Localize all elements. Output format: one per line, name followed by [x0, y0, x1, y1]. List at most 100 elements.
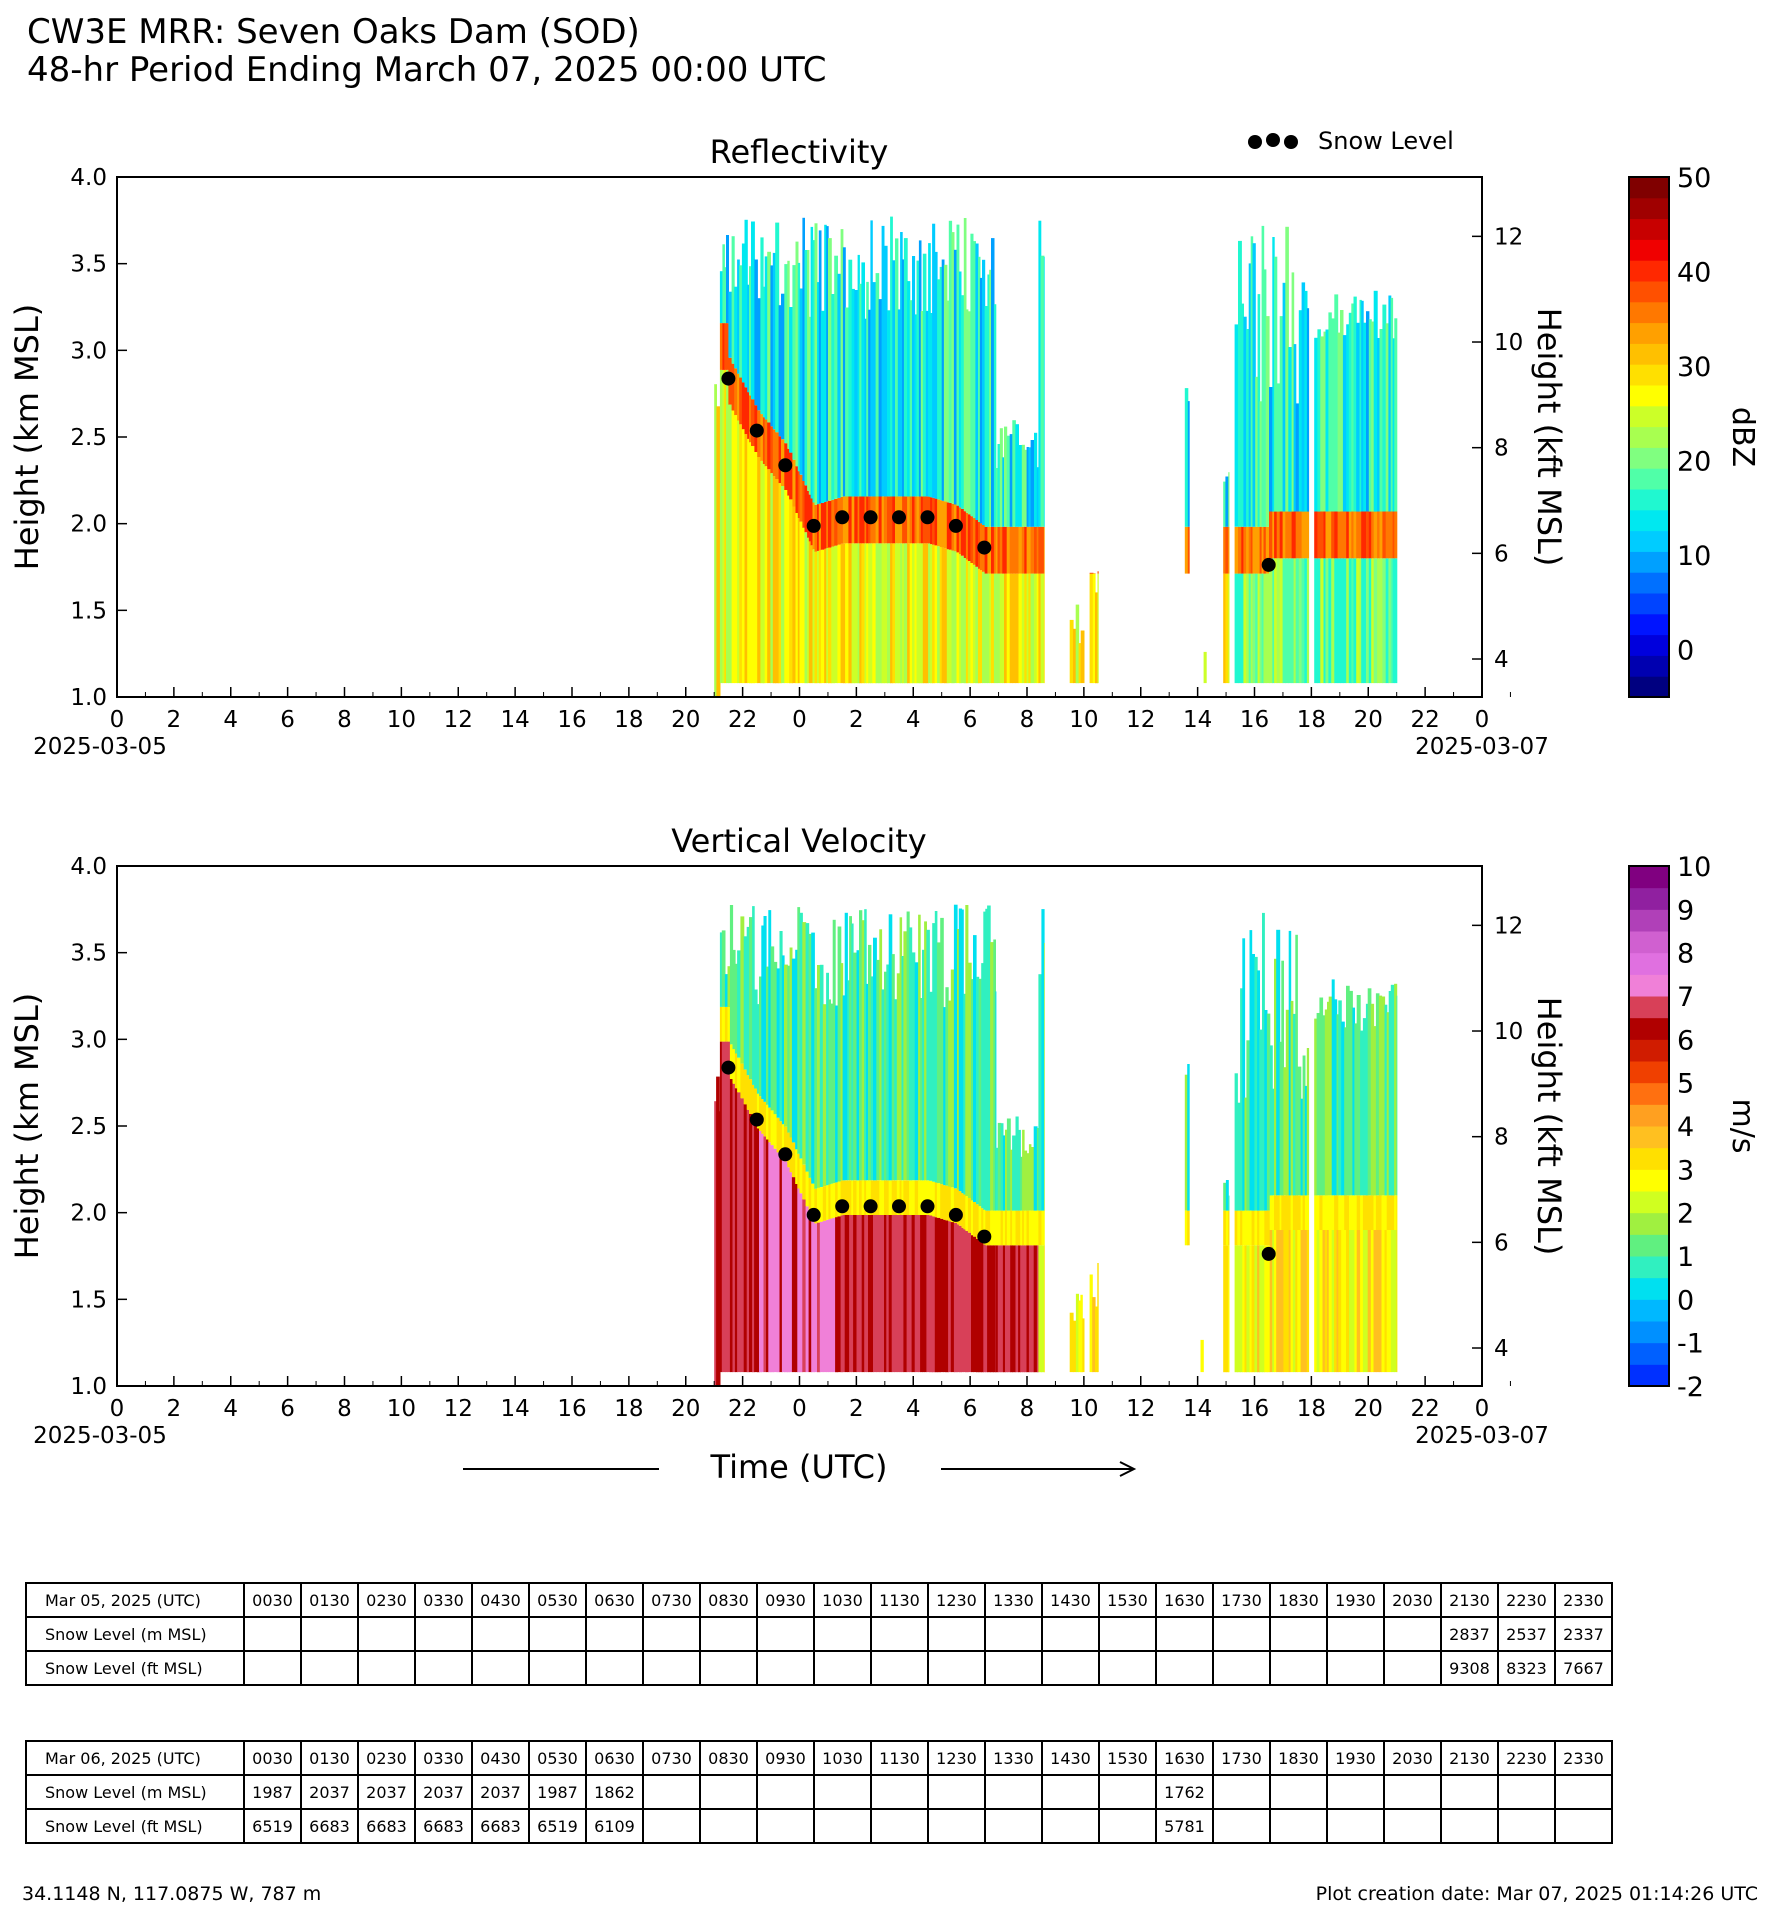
heatmap-cell — [799, 1193, 803, 1373]
heatmap-cell — [963, 558, 967, 684]
heatmap-cell — [1241, 573, 1244, 684]
heatmap-cell — [1072, 1320, 1077, 1373]
heatmap-cell — [1075, 604, 1080, 684]
heatmap-cell — [920, 1214, 923, 1373]
heatmap-cell — [1276, 383, 1281, 512]
heatmap-cell — [909, 1214, 913, 1373]
table-cell — [1440, 1774, 1499, 1810]
heatmap-cell — [1282, 558, 1286, 684]
heatmap-cell — [1242, 938, 1246, 1211]
heatmap-cell — [1349, 1195, 1353, 1230]
heatmap-cell — [1184, 1074, 1188, 1211]
heatmap-cell — [1024, 573, 1028, 684]
heatmap-cell — [811, 1183, 815, 1219]
heatmap-cell — [834, 545, 838, 684]
heatmap-cell — [1040, 573, 1045, 684]
arrow-right-icon — [1119, 1461, 1137, 1477]
table-cell: 6109 — [585, 1808, 644, 1844]
heatmap-cell — [881, 989, 885, 1181]
x-tick-label: 12 — [1126, 1396, 1155, 1422]
heatmap-cell — [1352, 1007, 1355, 1196]
heatmap-cell — [751, 399, 755, 446]
heatmap-cell — [763, 1101, 767, 1137]
heatmap-cell — [772, 476, 776, 684]
heatmap-cell — [724, 974, 728, 1007]
heatmap-cell — [1276, 1230, 1281, 1373]
heatmap-cell — [896, 973, 901, 1181]
heatmap-cell — [1285, 1230, 1290, 1373]
heatmap-cell — [1266, 1013, 1271, 1211]
heatmap-cell — [775, 432, 780, 479]
heatmap-cell — [837, 1181, 842, 1217]
colorbar-frame — [1628, 865, 1670, 1387]
heatmap-cell — [900, 232, 903, 497]
heatmap-cell — [985, 1210, 988, 1246]
heatmap-cell — [1034, 526, 1038, 574]
x-tick-label: 0 — [1475, 1396, 1490, 1422]
heatmap-cell — [737, 1092, 741, 1373]
heatmap-cell — [985, 908, 988, 1211]
heatmap-cell — [886, 1214, 890, 1373]
heatmap-cell — [1366, 311, 1370, 512]
heatmap-cell — [918, 496, 922, 544]
heatmap-cell — [854, 543, 859, 684]
heatmap-cell — [1004, 573, 1008, 684]
heatmap-cell — [1026, 573, 1029, 684]
heatmap-cell — [845, 543, 849, 684]
heatmap-cell — [845, 307, 849, 497]
heatmap-cell — [1241, 303, 1244, 527]
heatmap-cell — [789, 947, 793, 1138]
heatmap-cell — [781, 293, 785, 440]
snow-level-point — [892, 1199, 906, 1214]
heatmap-cell — [1342, 335, 1347, 512]
heatmap-cell — [1394, 511, 1398, 559]
heatmap-cell — [892, 543, 896, 684]
x-tick-label: 10 — [1069, 707, 1098, 733]
table-cell — [699, 1616, 758, 1652]
heatmap-cell — [1018, 1245, 1021, 1373]
heatmap-cell — [932, 1216, 936, 1373]
heatmap-cell — [972, 518, 976, 565]
heatmap-cell — [1356, 322, 1360, 512]
velocity-y-label: Height (km MSL) — [8, 993, 46, 1260]
heatmap-cell — [1263, 269, 1267, 527]
heatmap-cell — [1390, 1230, 1395, 1373]
heatmap-cell — [920, 998, 923, 1181]
colorbar-segment — [1629, 1061, 1669, 1084]
heatmap-cell — [965, 309, 969, 513]
colorbar-segment — [1629, 1342, 1669, 1365]
table-cell — [1212, 1616, 1271, 1652]
heatmap-cell — [1351, 303, 1355, 512]
heatmap-cell — [802, 481, 805, 528]
heatmap-cell — [1089, 1274, 1093, 1373]
heatmap-cell — [1346, 511, 1350, 559]
heatmap-cell — [987, 1245, 991, 1373]
heatmap-cell — [1043, 256, 1045, 527]
heatmap-cell — [1285, 1195, 1290, 1230]
heatmap-cell — [1033, 1210, 1038, 1246]
heatmap-cell — [870, 1180, 874, 1215]
heatmap-cell — [1272, 1088, 1275, 1196]
heatmap-cell — [1249, 1245, 1253, 1373]
x-tick-label: 20 — [671, 1396, 700, 1422]
heatmap-cell — [1252, 526, 1256, 574]
heatmap-cell — [934, 911, 938, 1183]
reflectivity-colorbar — [1628, 176, 1670, 698]
heatmap-cell — [1396, 1195, 1398, 1230]
heatmap-cell — [792, 459, 796, 507]
x-tick-label: 18 — [614, 707, 643, 733]
heatmap-cell — [884, 971, 887, 1181]
heatmap-cell — [1020, 1210, 1023, 1246]
heatmap-cell — [770, 265, 774, 427]
heatmap-cell — [1394, 983, 1398, 1196]
heatmap-cell — [757, 298, 761, 411]
table-cell — [1098, 1616, 1157, 1652]
heatmap-cell — [1252, 243, 1256, 527]
heatmap-cell — [1225, 526, 1229, 574]
heatmap-cell — [1304, 1195, 1308, 1230]
heatmap-cell — [984, 306, 989, 527]
heatmap-cell — [911, 1180, 916, 1215]
heatmap-cell — [1356, 511, 1360, 559]
heatmap-cell — [894, 1180, 898, 1215]
heatmap-cell — [840, 229, 844, 497]
